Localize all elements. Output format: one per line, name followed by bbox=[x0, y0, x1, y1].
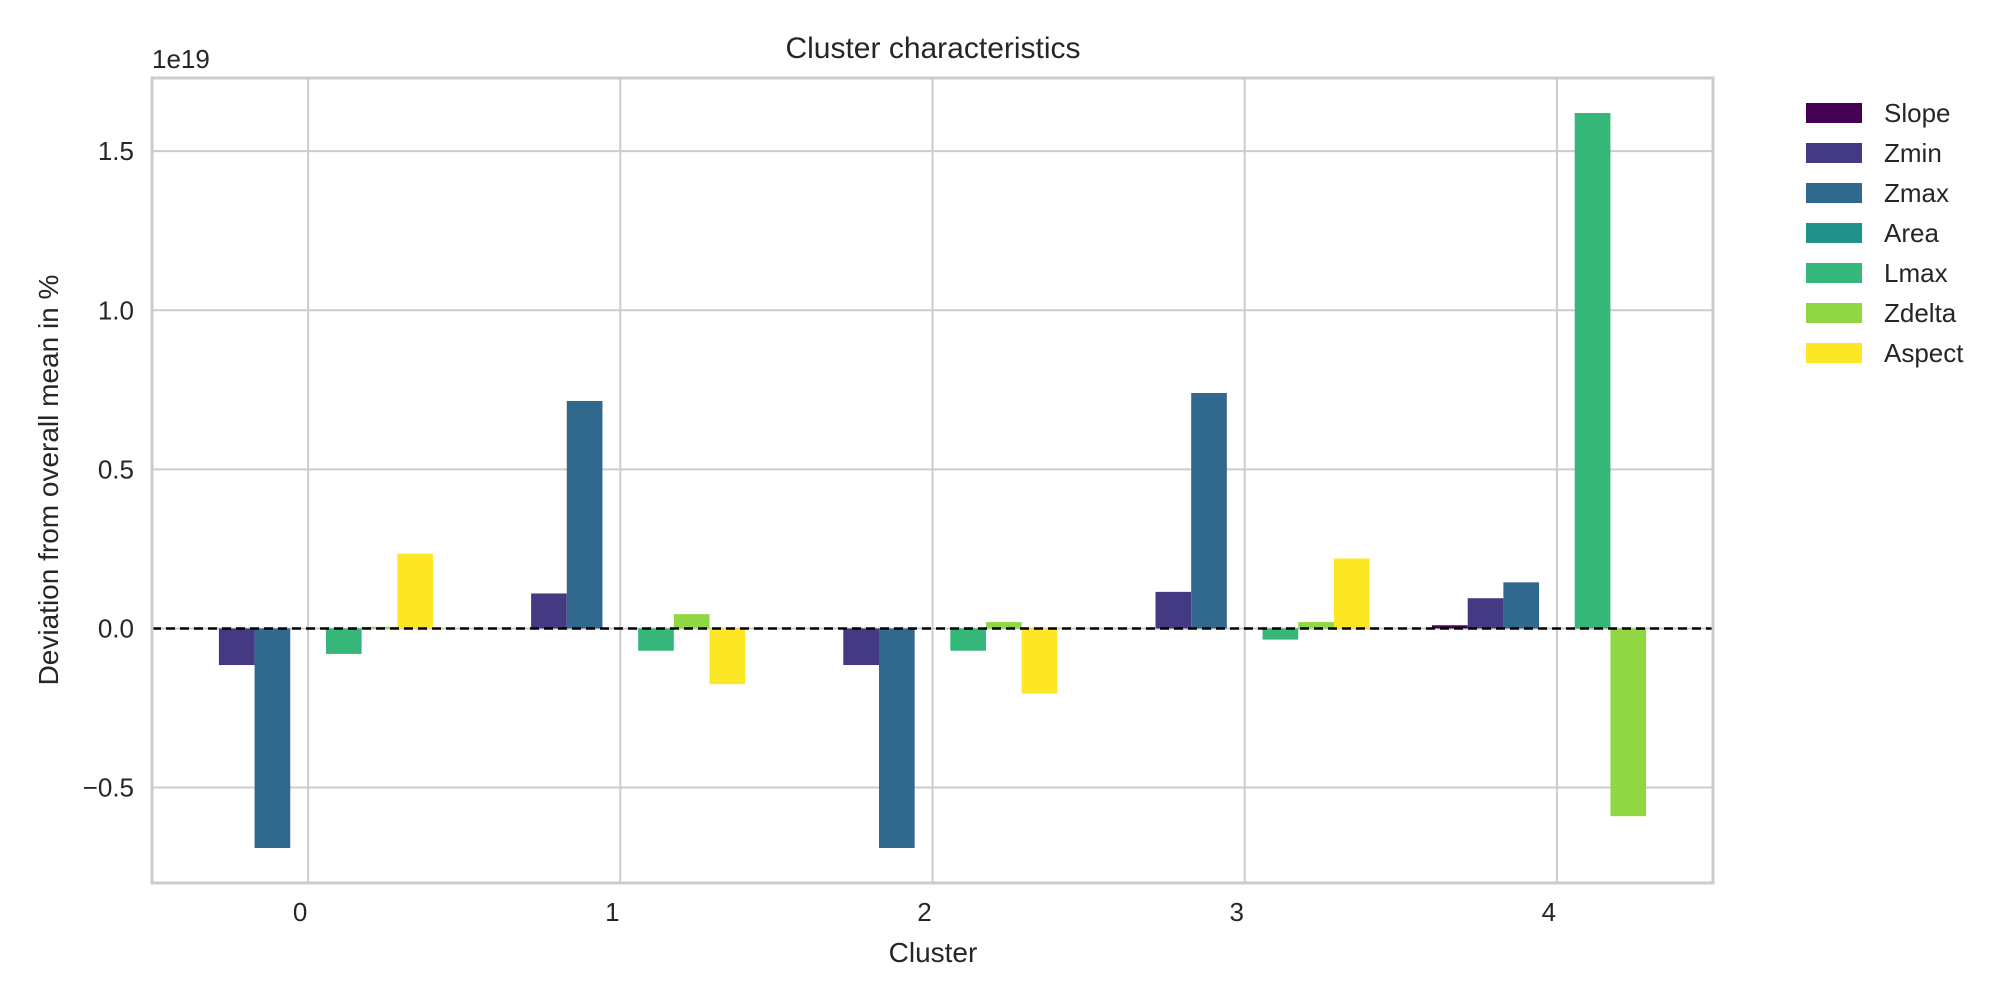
grid-lines bbox=[152, 78, 1713, 883]
x-tick-label: 3 bbox=[1229, 897, 1243, 927]
x-axis-label: Cluster bbox=[889, 937, 978, 968]
bar-zmin-cluster-0 bbox=[218, 628, 255, 666]
legend-label-aspect: Aspect bbox=[1884, 338, 1964, 368]
legend-swatch-slope bbox=[1806, 103, 1862, 123]
y-tick-label: −0.5 bbox=[83, 773, 134, 803]
y-tick-label: 0.0 bbox=[98, 613, 134, 643]
plot-frame bbox=[150, 76, 1715, 885]
x-tick-label: 4 bbox=[1542, 897, 1556, 927]
y-tick-label: 0.5 bbox=[98, 454, 134, 484]
bar-zmin-cluster-1 bbox=[531, 593, 567, 629]
legend-swatch-area bbox=[1806, 223, 1862, 243]
bar-zmin-cluster-2 bbox=[843, 628, 879, 666]
bar-zmax-cluster-0 bbox=[254, 628, 291, 848]
legend-swatch-zdelta bbox=[1806, 303, 1862, 323]
bar-aspect-cluster-1 bbox=[709, 628, 746, 685]
bar-zmax-cluster-3 bbox=[1191, 393, 1227, 629]
y-tick-label: 1.5 bbox=[98, 136, 134, 166]
y-tick-label: 1.0 bbox=[98, 295, 134, 325]
bar-lmax-cluster-2 bbox=[950, 628, 987, 651]
bar-zmin-cluster-3 bbox=[1155, 591, 1192, 629]
bar-zmax-cluster-2 bbox=[878, 628, 915, 848]
bar-slope-cluster-4 bbox=[1432, 625, 1468, 629]
y-axis-label: Deviation from overall mean in % bbox=[33, 275, 64, 686]
legend: Slope Zmin Zmax Area Lmax Zdelta Aspect bbox=[1806, 98, 1964, 368]
bar-zdelta-cluster-3 bbox=[1298, 622, 1334, 629]
legend-label-area: Area bbox=[1884, 218, 1939, 248]
legend-label-zmax: Zmax bbox=[1884, 178, 1949, 208]
bar-lmax-cluster-0 bbox=[325, 628, 362, 654]
bar-lmax-cluster-4 bbox=[1574, 113, 1611, 629]
plot-border bbox=[150, 76, 1715, 885]
bar-lmax-cluster-1 bbox=[638, 628, 674, 651]
y-offset-text: 1e19 bbox=[152, 44, 210, 74]
bar-aspect-cluster-2 bbox=[1021, 628, 1058, 694]
legend-label-lmax: Lmax bbox=[1884, 258, 1948, 288]
x-tick-label: 0 bbox=[293, 897, 307, 927]
legend-swatch-zmax bbox=[1806, 183, 1862, 203]
bar-zdelta-cluster-2 bbox=[986, 622, 1022, 629]
x-tick-label: 1 bbox=[605, 897, 619, 927]
bar-zmin-cluster-4 bbox=[1467, 598, 1504, 629]
legend-swatch-zmin bbox=[1806, 143, 1862, 163]
chart-title: Cluster characteristics bbox=[785, 32, 1080, 65]
bar-zdelta-cluster-1 bbox=[673, 614, 710, 629]
legend-label-slope: Slope bbox=[1884, 98, 1951, 128]
legend-swatch-aspect bbox=[1806, 343, 1862, 363]
bars bbox=[218, 113, 1647, 848]
bar-zmax-cluster-1 bbox=[566, 400, 603, 629]
legend-label-zmin: Zmin bbox=[1884, 138, 1942, 168]
legend-swatch-lmax bbox=[1806, 263, 1862, 283]
bar-zmax-cluster-4 bbox=[1503, 582, 1540, 629]
legend-label-zdelta: Zdelta bbox=[1884, 298, 1957, 328]
tick-labels: −0.5 0.0 0.5 1.0 1.5 0 1 2 3 4 bbox=[83, 136, 1556, 927]
bar-lmax-cluster-3 bbox=[1262, 628, 1299, 640]
x-tick-label: 2 bbox=[917, 897, 931, 927]
bar-aspect-cluster-3 bbox=[1333, 558, 1370, 629]
bar-zdelta-cluster-4 bbox=[1610, 628, 1647, 817]
bar-aspect-cluster-0 bbox=[397, 553, 433, 629]
